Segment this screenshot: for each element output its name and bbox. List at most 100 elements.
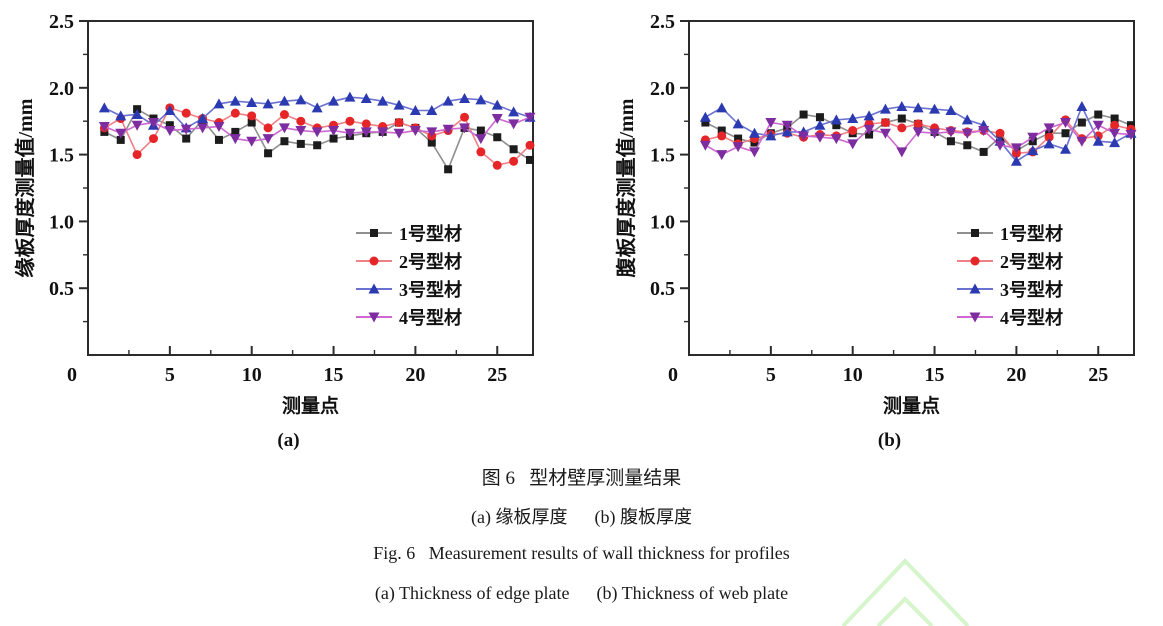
watermark-logo: [841, 558, 970, 626]
data-point-marker: [699, 111, 711, 122]
data-point-marker: [132, 150, 142, 160]
data-point-marker: [491, 114, 503, 125]
data-point-marker: [1060, 143, 1072, 154]
legend-marker: [368, 312, 380, 323]
data-point-marker: [978, 126, 990, 137]
data-point-marker: [1110, 114, 1119, 123]
chart-panel-b: 0.5 1.0 1.5 2.0 2.5 0 5 10 15 20 25 腹板厚度测量值/mm 测量点 (b…: [614, 11, 1137, 451]
legend-marker: [368, 283, 380, 294]
data-point-marker: [945, 127, 957, 138]
data-point-marker: [995, 128, 1005, 138]
data-point-marker: [830, 134, 842, 145]
data-point-marker: [213, 122, 225, 133]
x-tick-label: 20: [405, 364, 425, 386]
y-tick-label: 1.0: [650, 211, 675, 233]
data-point-marker: [493, 133, 502, 142]
caption-cn-sub: (a) 缘板厚度 (b) 腹板厚度: [471, 507, 692, 527]
data-point-marker: [98, 102, 110, 113]
x-tick-label: 0: [668, 364, 678, 386]
data-point-marker: [912, 102, 924, 113]
data-point-marker: [180, 124, 192, 135]
watermark-outer-peak: [841, 558, 970, 626]
caption-cn-title: 图 6 型材壁厚测量结果: [481, 468, 682, 489]
data-point-marker: [699, 140, 711, 151]
data-point-marker: [1094, 110, 1103, 119]
data-point-marker: [459, 92, 471, 103]
data-point-marker: [961, 114, 973, 125]
data-point-marker: [115, 110, 127, 121]
data-point-marker: [263, 123, 273, 133]
data-point-marker: [912, 127, 924, 138]
legend-label: 4号型材: [399, 307, 462, 328]
data-point-marker: [246, 136, 258, 147]
data-point-marker: [344, 91, 356, 102]
data-point-marker: [896, 147, 908, 158]
data-point-marker: [164, 105, 176, 116]
data-point-marker: [717, 131, 727, 141]
data-point-marker: [879, 128, 891, 139]
data-point-marker: [716, 102, 728, 113]
data-point-marker: [929, 128, 941, 139]
data-point-marker: [231, 127, 240, 136]
data-point-marker: [459, 123, 471, 134]
data-point-marker: [1010, 155, 1022, 166]
data-point-marker: [264, 149, 273, 158]
data-point-marker: [848, 126, 858, 136]
data-point-marker: [165, 121, 174, 130]
data-point-marker: [1027, 145, 1039, 156]
y-tick-label: 0.5: [650, 278, 675, 300]
legend-marker: [369, 256, 379, 266]
data-point-marker: [197, 123, 209, 134]
data-point-marker: [229, 95, 241, 106]
data-point-marker: [181, 108, 191, 118]
panel-label-a: (a): [277, 430, 299, 451]
data-point-marker: [98, 122, 110, 133]
series-4: [699, 118, 1137, 161]
y-tick-label: 2.0: [49, 78, 74, 100]
data-point-marker: [444, 165, 453, 174]
data-point-marker: [295, 126, 307, 137]
data-point-marker: [732, 142, 744, 153]
legend-label: 4号型材: [1000, 307, 1063, 328]
data-point-marker: [508, 119, 520, 130]
data-point-marker: [716, 150, 728, 161]
data-point-marker: [394, 118, 404, 128]
x-tick-label: 25: [487, 364, 507, 386]
y-axis-title: 腹板厚度测量值/mm: [614, 98, 638, 277]
data-point-marker: [1010, 143, 1022, 154]
data-point-marker: [311, 127, 323, 138]
data-point-marker: [328, 95, 340, 106]
data-point-marker: [377, 127, 389, 138]
caption-en-title: Fig. 6 Measurement results of wall thick…: [373, 543, 790, 563]
data-point-marker: [280, 137, 289, 146]
data-point-marker: [442, 124, 454, 135]
data-point-marker: [1077, 118, 1086, 127]
y-tick-label: 1.5: [650, 145, 675, 167]
y-tick-label: 0.5: [49, 278, 74, 300]
data-point-marker: [328, 126, 340, 137]
data-point-marker: [361, 119, 371, 129]
data-point-marker: [476, 147, 486, 157]
data-point-marker: [1043, 138, 1055, 149]
data-point-marker: [897, 123, 907, 133]
data-point-marker: [262, 98, 274, 109]
y-tick-label: 1.5: [49, 145, 74, 167]
data-point-marker: [393, 99, 405, 110]
data-point-marker: [946, 137, 955, 146]
legend-marker: [370, 229, 378, 237]
x-tick-label: 5: [766, 364, 776, 386]
data-point-marker: [147, 118, 159, 129]
data-point-marker: [131, 109, 143, 120]
data-point-marker: [765, 130, 777, 141]
data-point-marker: [164, 126, 176, 137]
data-point-marker: [525, 140, 535, 150]
data-point-marker: [847, 113, 859, 124]
data-point-marker: [393, 128, 405, 139]
data-point-marker: [1109, 128, 1121, 139]
legend-marker: [971, 229, 979, 237]
data-point-marker: [509, 145, 518, 154]
y-tick-label: 1.0: [49, 211, 74, 233]
data-point-marker: [247, 111, 257, 121]
data-point-marker: [148, 134, 158, 144]
data-point-marker: [1110, 120, 1120, 130]
